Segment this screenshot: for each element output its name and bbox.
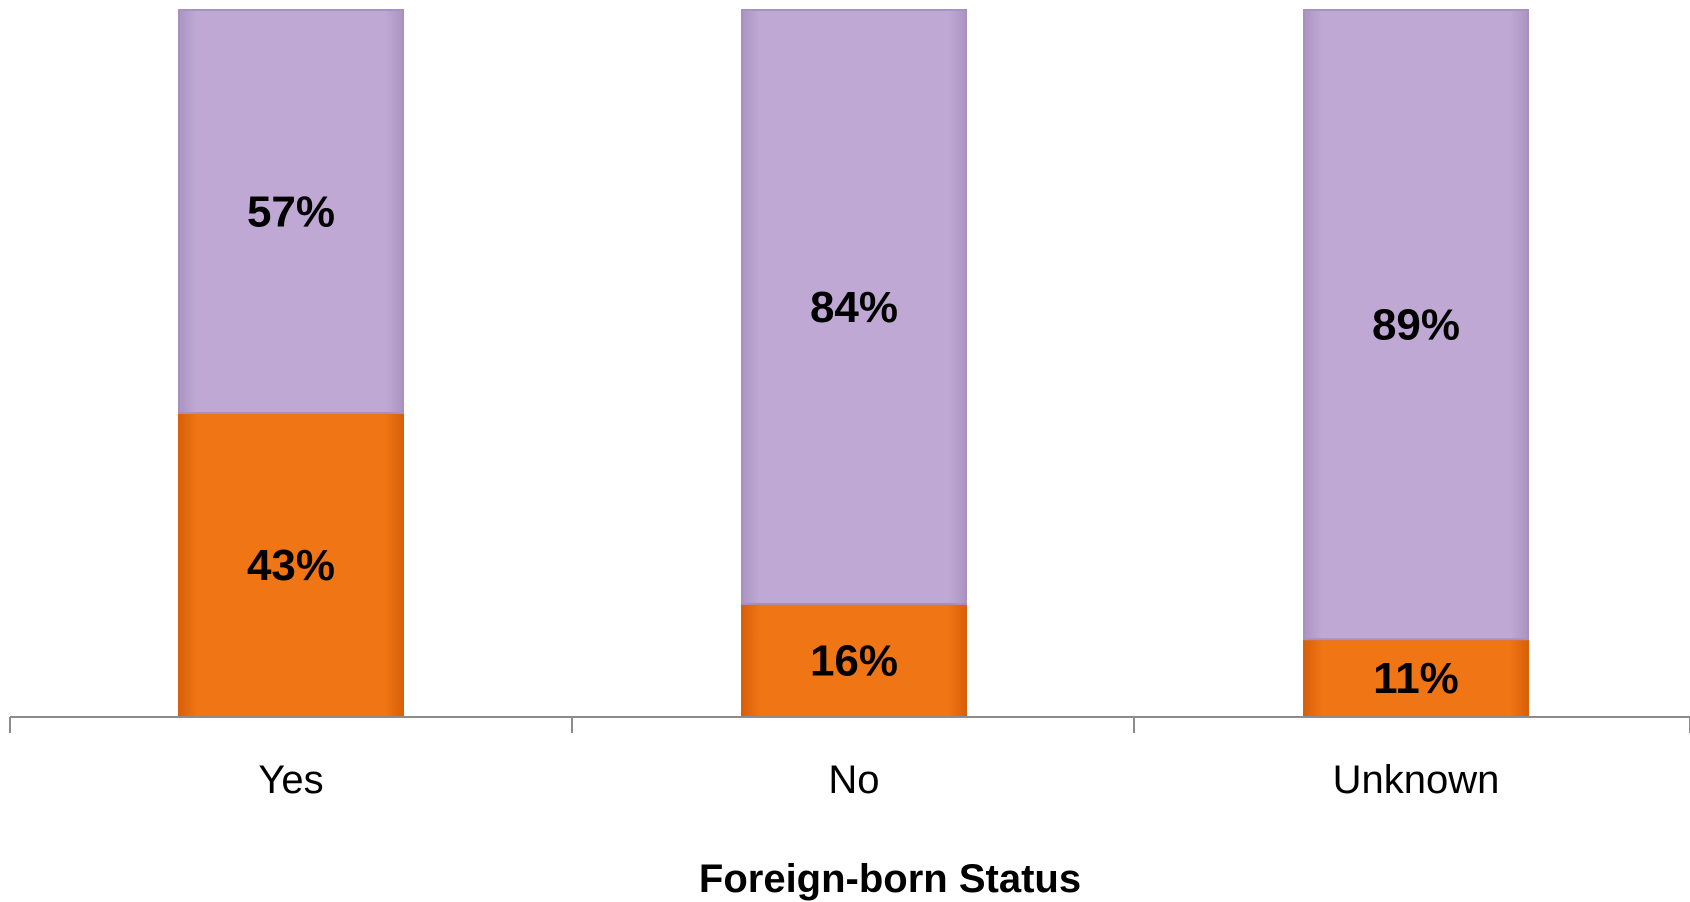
- category-labels-group: Yes No Unknown: [258, 758, 1499, 802]
- bar-segment-yes-1: [178, 9, 404, 414]
- data-label-yes-1: 57%: [247, 187, 335, 236]
- data-label-no-1: 84%: [810, 283, 898, 332]
- data-label-unknown-0: 11%: [1373, 654, 1459, 703]
- category-label-no: No: [828, 758, 879, 802]
- data-label-yes-0: 43%: [247, 541, 335, 590]
- data-label-unknown-1: 89%: [1372, 301, 1460, 350]
- x-axis-title: Foreign-born Status: [699, 857, 1081, 901]
- category-label-unknown: Unknown: [1333, 758, 1500, 802]
- bars-group: [178, 9, 1529, 719]
- bar-segment-unknown-1: [1303, 9, 1529, 641]
- bar-segment-yes-0: [178, 411, 404, 718]
- data-label-no-0: 16%: [810, 636, 898, 685]
- x-axis-ticks-group: [9, 717, 1690, 733]
- bar-segment-no-1: [741, 9, 967, 605]
- category-label-yes: Yes: [258, 758, 323, 802]
- segment-labels-group: 43% 57% 16% 84% 11% 89%: [247, 187, 1460, 703]
